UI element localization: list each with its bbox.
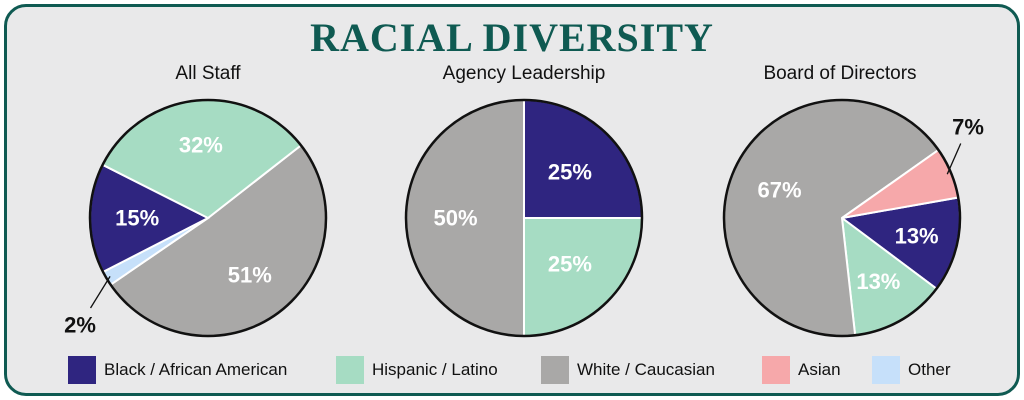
legend-label-black: Black / African American: [104, 360, 288, 379]
legend-swatch-asian: [762, 356, 790, 384]
data-label-black-african-american: 15%: [115, 206, 159, 231]
page-title: RACIAL DIVERSITY: [310, 15, 714, 60]
pie-outline: [404, 98, 644, 338]
pie-board-of-directors: 13% 13% 67% 7%: [722, 98, 984, 338]
pie-outline: [88, 98, 328, 338]
data-label-hispanic-latino: 32%: [179, 133, 223, 158]
legend-label-hispanic: Hispanic / Latino: [372, 360, 498, 379]
legend-item-black: Black / African American: [68, 356, 287, 384]
data-label-white-caucasian: 50%: [434, 206, 478, 231]
legend-swatch-other: [872, 356, 900, 384]
chart-title-board-of-directors: Board of Directors: [763, 63, 917, 84]
legend-item-asian: Asian: [762, 356, 841, 384]
legend-label-asian: Asian: [798, 360, 841, 379]
slice-hispanic-latino: [523, 217, 644, 338]
data-label-other: 2%: [64, 313, 96, 338]
chart-title-all-staff: All Staff: [175, 63, 241, 84]
legend-label-white: White / Caucasian: [577, 360, 715, 379]
legend-item-hispanic: Hispanic / Latino: [336, 356, 498, 384]
legend-swatch-white: [541, 356, 569, 384]
data-label-black-african-american: 13%: [895, 223, 939, 248]
callout-line: [89, 276, 111, 309]
legend-swatch-hispanic: [336, 356, 364, 384]
data-label-black-african-american: 25%: [548, 160, 592, 185]
data-label-asian: 7%: [952, 115, 984, 140]
legend-swatch-black: [68, 356, 96, 384]
data-label-hispanic-latino: 13%: [856, 269, 900, 294]
data-label-white-caucasian: 51%: [228, 263, 272, 288]
data-label-white-caucasian: 67%: [758, 177, 802, 202]
legend-item-other: Other: [872, 356, 951, 384]
pie-outline: [722, 98, 962, 338]
chart-title-agency-leadership: Agency Leadership: [442, 63, 606, 84]
pie-agency-leadership: 25% 25% 50%: [404, 98, 644, 338]
pie-all-staff: 51% 2% 15% 32%: [64, 98, 328, 338]
legend-item-white: White / Caucasian: [541, 356, 715, 384]
data-label-hispanic-latino: 25%: [548, 251, 592, 276]
legend-label-other: Other: [908, 360, 951, 379]
